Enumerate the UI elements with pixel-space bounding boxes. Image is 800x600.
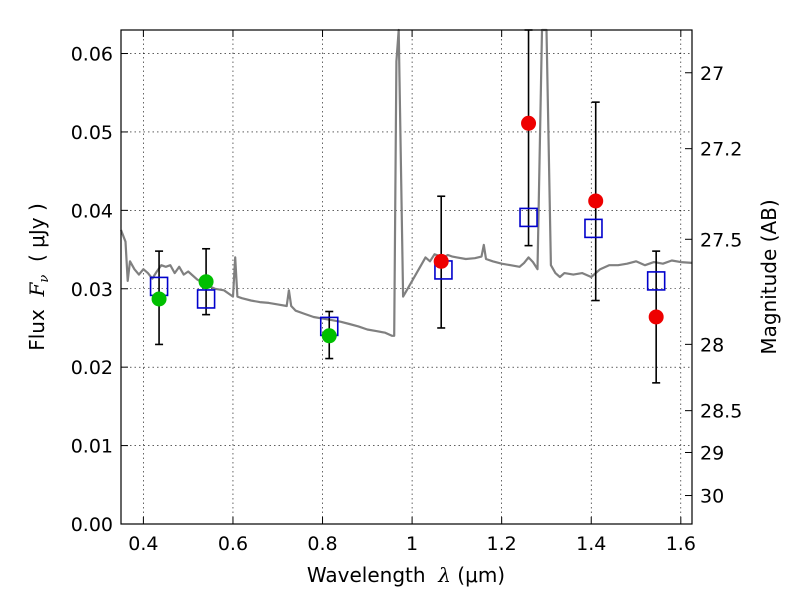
y-tick-label: 0.01 [71, 436, 113, 458]
x-tick-label: 1.6 [666, 533, 696, 555]
x-axis-label-pre: Wavelength [307, 563, 438, 587]
x-tick-label: 1 [406, 533, 418, 555]
x-axis-label: Wavelength λ (μm) [307, 563, 505, 587]
y2-tick-label: 27.2 [700, 139, 742, 161]
plot-frame [120, 29, 693, 525]
y2-tick-label: 27.5 [700, 229, 742, 251]
red-point [588, 193, 604, 209]
y-tick-label: 0.00 [71, 514, 113, 536]
y-tick-label: 0.05 [71, 122, 113, 144]
y-tick-label: 0.03 [71, 279, 113, 301]
data-points [149, 115, 666, 344]
x-tick-label: 1.4 [576, 533, 606, 555]
x-axis-label-symbol: λ [437, 563, 451, 587]
y-axis-label: Flux Fν ( μJy ) [25, 203, 52, 351]
x-tick-label: 0.4 [128, 533, 158, 555]
x-tick-label: 0.6 [218, 533, 248, 555]
y-axis-label-subscript: ν [37, 275, 52, 283]
y-tick-label: 0.06 [71, 44, 113, 66]
square-marker [584, 218, 603, 239]
green-point [151, 291, 167, 307]
square-marker [196, 289, 216, 309]
square-marker [646, 271, 666, 291]
y-axis-label-pre: Flux [25, 297, 49, 351]
green-point [198, 274, 214, 290]
y-tick-label: 0.04 [71, 200, 113, 222]
green-point [321, 328, 337, 344]
x-axis-label-unit: (μm) [451, 563, 505, 587]
red-point [433, 253, 449, 269]
y2-tick-label: 28.5 [700, 401, 742, 423]
axis-ticks: 0.4 0.6 0.8 1 1.2 1.4 1.6 0.00 0.01 0.02 0.03 0.04 0… [71, 30, 742, 555]
x-tick-label: 1.2 [487, 533, 517, 555]
square-marker [519, 207, 538, 228]
y2-axis-label: Magnitude (AB) [757, 199, 781, 354]
red-point [648, 309, 664, 325]
y-axis-label-unit: ( μJy ) [25, 203, 49, 275]
y2-tick-label: 29 [700, 442, 724, 464]
plot-area [121, 30, 692, 524]
y-axis-label-symbol: F [25, 282, 49, 298]
x-tick-label: 0.8 [307, 533, 337, 555]
red-point [521, 115, 537, 131]
y2-tick-label: 27 [700, 63, 724, 85]
y2-tick-label: 30 [700, 486, 724, 508]
y2-tick-label: 28 [700, 334, 724, 356]
y-tick-label: 0.02 [71, 357, 113, 379]
